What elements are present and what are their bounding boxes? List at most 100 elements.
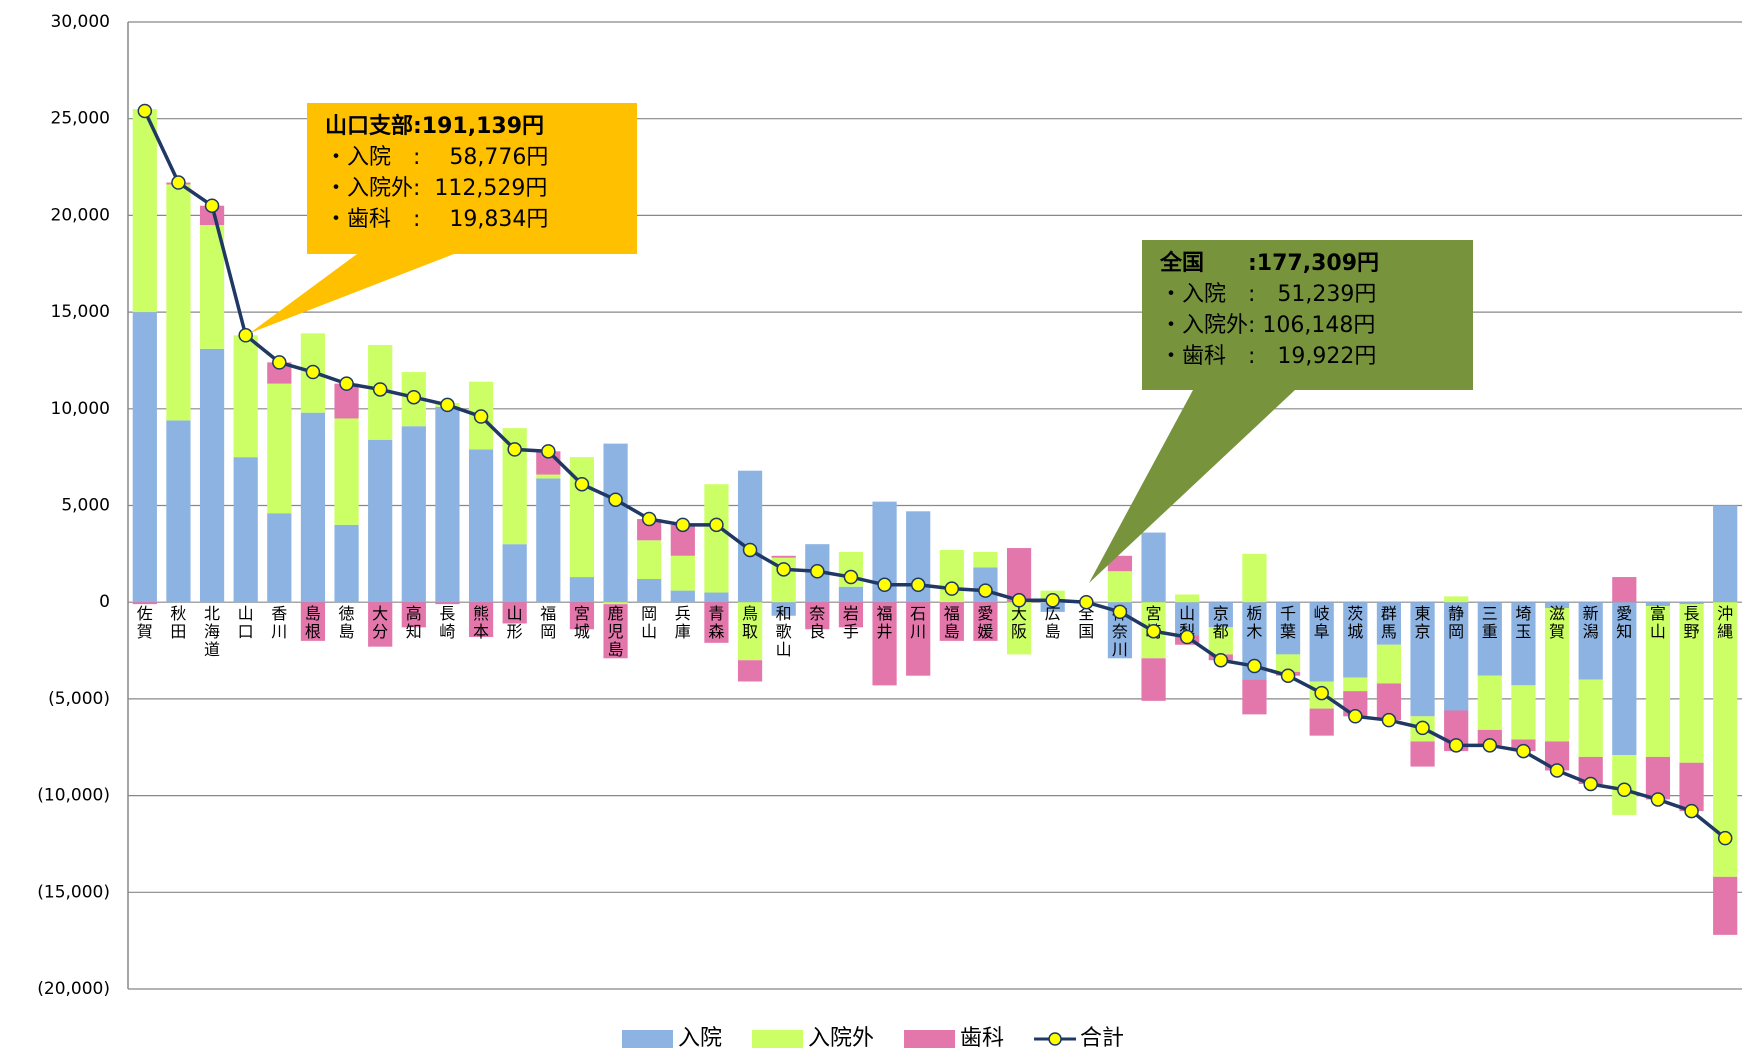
total-marker — [1314, 685, 1329, 701]
bar — [1107, 571, 1133, 603]
callout-text: ・入院 : 51,239円 — [1160, 282, 1376, 307]
y-tick-label: 0 — [99, 592, 110, 612]
bar — [300, 412, 326, 603]
legend-marker — [1048, 1032, 1062, 1046]
x-tick-label: 全国 — [1078, 604, 1094, 641]
bar — [939, 602, 964, 641]
bar — [1477, 675, 1502, 730]
x-tick-label: 新潟 — [1583, 604, 1599, 641]
bar — [1544, 602, 1570, 609]
x-tick-label: 北海道 — [204, 604, 220, 659]
bar — [1679, 762, 1704, 812]
bar — [368, 439, 393, 603]
total-marker — [1448, 738, 1464, 753]
bar — [805, 602, 830, 630]
total-marker — [272, 355, 287, 370]
x-tick-label: 岐阜 — [1314, 604, 1330, 641]
callout-text: ・歯科 : 19,922円 — [1160, 344, 1376, 369]
bar — [973, 602, 998, 641]
total-marker — [810, 564, 825, 579]
x-tick-label: 長野 — [1684, 604, 1700, 641]
total-marker — [776, 562, 791, 577]
legend-label: 入院 — [678, 1026, 722, 1051]
x-tick-label: 三重 — [1482, 604, 1498, 641]
bar — [233, 457, 258, 603]
x-tick-label: 大阪 — [1011, 604, 1027, 641]
y-tick-label: 30,000 — [51, 12, 110, 32]
x-tick-label: 香川 — [271, 604, 287, 641]
x-tick-label: 山口 — [238, 604, 254, 641]
legend-swatch — [622, 1030, 673, 1048]
x-tick-label: 島根 — [305, 604, 321, 641]
total-marker — [1617, 782, 1632, 798]
x-tick-label: 鹿児島 — [608, 604, 624, 659]
bar — [334, 524, 359, 603]
y-tick-label: 10,000 — [51, 399, 110, 419]
total-marker — [406, 389, 422, 405]
bar — [603, 443, 628, 603]
bar — [536, 478, 561, 603]
bar — [468, 602, 494, 638]
total-marker — [1516, 743, 1531, 759]
bar — [166, 420, 191, 603]
bar — [1208, 602, 1233, 628]
x-tick-label: 滋賀 — [1549, 604, 1565, 641]
x-tick-label: 大分 — [372, 604, 388, 641]
x-tick-label: 宮城 — [574, 604, 590, 641]
total-marker — [1179, 629, 1195, 645]
bar — [1444, 596, 1469, 603]
x-tick-label: 栃木 — [1246, 604, 1262, 641]
x-tick-label: 広島 — [1045, 604, 1061, 641]
bar — [1612, 577, 1637, 603]
bar — [267, 513, 292, 603]
bar — [502, 602, 527, 624]
callout-text: ・入院外: 106,148円 — [1160, 313, 1375, 338]
bar — [1208, 627, 1233, 655]
x-tick-label: 山形 — [507, 604, 523, 641]
bar — [1578, 602, 1603, 680]
total-marker — [1348, 709, 1363, 724]
x-tick-label: 静岡 — [1448, 604, 1464, 641]
bar — [1242, 553, 1267, 603]
bar — [1006, 602, 1032, 655]
x-tick-label: 熊本 — [473, 604, 489, 641]
total-marker — [709, 517, 724, 533]
bar — [838, 602, 864, 628]
bar — [704, 592, 729, 603]
x-tick-label: 青森 — [708, 604, 724, 641]
bar — [1275, 602, 1301, 655]
bar — [1343, 677, 1368, 692]
total-marker — [339, 376, 354, 391]
total-marker — [1280, 668, 1296, 683]
total-marker — [1583, 776, 1598, 792]
total-marker — [1247, 658, 1262, 674]
total-marker — [507, 442, 522, 457]
x-tick-label: 和歌山 — [776, 604, 792, 659]
bar — [906, 602, 931, 676]
bar — [401, 426, 426, 603]
bar — [132, 312, 157, 603]
bar — [401, 602, 426, 628]
total-marker — [742, 542, 758, 558]
bar — [737, 602, 763, 661]
bar — [199, 205, 225, 226]
total-marker — [204, 198, 220, 213]
x-tick-label: 千葉 — [1280, 604, 1296, 641]
total-marker — [137, 103, 153, 119]
legend-swatch — [904, 1030, 956, 1048]
legend-label: 歯科 — [960, 1026, 1004, 1051]
bar — [1612, 602, 1637, 755]
x-tick-label: 群馬 — [1381, 604, 1397, 641]
total-marker — [978, 583, 993, 598]
x-tick-label: 愛知 — [1616, 604, 1632, 641]
bar — [132, 109, 157, 313]
legend-label: 合計 — [1080, 1026, 1124, 1051]
total-marker — [574, 476, 590, 492]
bar — [1309, 602, 1334, 682]
y-tick-label: (5,000) — [48, 689, 110, 709]
x-tick-label: 兵庫 — [675, 604, 691, 641]
bar — [637, 578, 662, 603]
total-marker — [1079, 594, 1094, 610]
x-tick-label: 福井 — [877, 604, 893, 641]
bar — [1511, 602, 1536, 686]
